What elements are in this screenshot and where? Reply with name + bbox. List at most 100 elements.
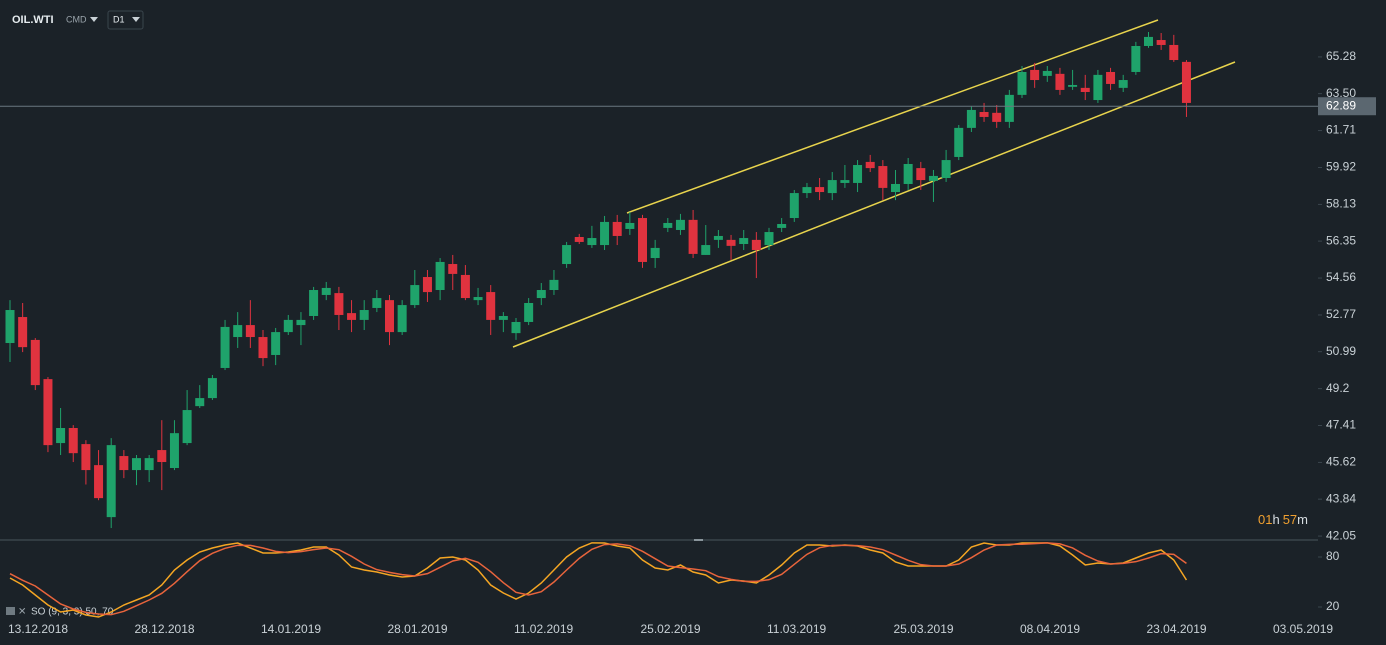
- candle-body: [1042, 70, 1052, 76]
- x-tick-label: 11.03.2019: [767, 622, 826, 636]
- y-tick-label: 43.84: [1326, 491, 1356, 505]
- channel-line: [512, 61, 1236, 348]
- candle-body: [106, 445, 116, 518]
- candle-body: [1080, 87, 1090, 92]
- candle-body: [486, 292, 496, 320]
- countdown-minutes: 57: [1283, 512, 1297, 527]
- candle-body: [1004, 94, 1014, 122]
- candle-body: [663, 222, 673, 228]
- candle-body: [296, 319, 306, 326]
- y-tick-label: 61.71: [1326, 123, 1356, 137]
- candle-body: [271, 332, 281, 355]
- x-tick-label: 11.02.2019: [514, 622, 573, 636]
- candle-body: [891, 183, 900, 193]
- timeframe[interactable]: D1: [113, 14, 125, 24]
- candle-body: [1017, 71, 1027, 95]
- candle-body: [1068, 84, 1078, 87]
- dropdown-arrow[interactable]: [90, 17, 98, 22]
- y-tick-label: 42.05: [1326, 528, 1356, 542]
- candle-body: [764, 232, 774, 246]
- candle-body: [359, 310, 369, 320]
- candle-body: [612, 221, 622, 236]
- candle-body: [1181, 61, 1191, 103]
- candle-body: [220, 326, 230, 368]
- candle-body: [283, 319, 293, 333]
- candle-body: [56, 427, 66, 444]
- candle-body: [157, 450, 167, 463]
- candle-body: [132, 458, 141, 471]
- candle-body: [18, 317, 28, 348]
- candle-body: [245, 325, 255, 338]
- oscillator-line: [9, 542, 1188, 618]
- indicator-title: SO (9, 3, 3) 50, 70: [31, 607, 114, 618]
- candle-body: [688, 219, 698, 254]
- y-tick-label: 49.2: [1326, 381, 1350, 395]
- candle-body: [422, 277, 432, 293]
- candle-body: [650, 247, 660, 259]
- candle-body: [638, 218, 647, 262]
- y-tick-label: 80: [1326, 549, 1340, 563]
- dropdown-arrow[interactable]: [132, 17, 140, 22]
- x-tick-label: 28.01.2019: [388, 622, 448, 636]
- candle-body: [701, 245, 711, 255]
- candle-body: [334, 293, 344, 315]
- y-tick-label: 56.35: [1326, 233, 1356, 247]
- last-price-box: [1318, 97, 1376, 116]
- candle-body: [94, 465, 104, 499]
- oscillator-line: [9, 542, 1187, 616]
- candle-body: [562, 245, 572, 265]
- candle-body: [966, 109, 976, 128]
- candle-body: [43, 379, 53, 446]
- market: CMD: [66, 14, 87, 24]
- symbol[interactable]: OIL.WTI: [12, 14, 54, 26]
- candle-body: [815, 187, 825, 193]
- countdown-hours: 01: [1258, 512, 1272, 527]
- candle-body: [524, 303, 534, 322]
- candle-body: [992, 112, 1002, 122]
- y-tick-label: 59.92: [1326, 160, 1356, 174]
- candle-body: [233, 325, 243, 338]
- x-tick-label: 23.04.2019: [1147, 622, 1207, 636]
- indicator-icon[interactable]: [6, 607, 15, 615]
- y-tick-label: 45.62: [1326, 455, 1356, 469]
- candle-body: [1156, 40, 1166, 45]
- timeframe-box[interactable]: [107, 10, 144, 30]
- candle-body: [473, 297, 483, 301]
- x-tick-label: 14.01.2019: [261, 622, 321, 636]
- candle-body: [739, 238, 749, 245]
- candle-body: [1144, 36, 1153, 46]
- candle-body: [777, 224, 787, 228]
- candle-body: [144, 458, 154, 471]
- candle-body: [195, 398, 205, 407]
- candle-body: [410, 285, 420, 306]
- candle-body: [5, 310, 15, 344]
- y-tick-label: 58.13: [1326, 197, 1356, 211]
- candle-body: [827, 180, 837, 194]
- candle-body: [878, 166, 888, 188]
- candle-body: [435, 261, 445, 291]
- resize-handle[interactable]: [694, 539, 703, 541]
- candle-body: [928, 175, 938, 181]
- y-tick-label: 54.56: [1326, 270, 1356, 284]
- candle-body: [347, 313, 357, 320]
- candle-body: [372, 298, 382, 308]
- countdown: 01h 57m: [1258, 512, 1308, 527]
- candle-body: [853, 165, 863, 183]
- candle-body: [549, 279, 559, 291]
- candle-body: [68, 427, 78, 454]
- candle-body: [448, 264, 458, 274]
- candle-body: [903, 163, 913, 184]
- candle-body: [587, 238, 597, 246]
- x-tick-label: 03.05.2019: [1273, 622, 1333, 636]
- y-tick-label: 50.99: [1326, 344, 1356, 358]
- x-tick-label: 08.04.2019: [1020, 622, 1080, 636]
- candle-body: [600, 221, 610, 246]
- candle-body: [81, 444, 91, 471]
- last-price-label: 62.89: [1326, 98, 1356, 112]
- close-icon[interactable]: ✕: [18, 607, 26, 618]
- y-tick-label: 20: [1326, 599, 1340, 613]
- candle-body: [865, 161, 875, 169]
- candle-body: [625, 222, 635, 229]
- candle-body: [511, 321, 521, 334]
